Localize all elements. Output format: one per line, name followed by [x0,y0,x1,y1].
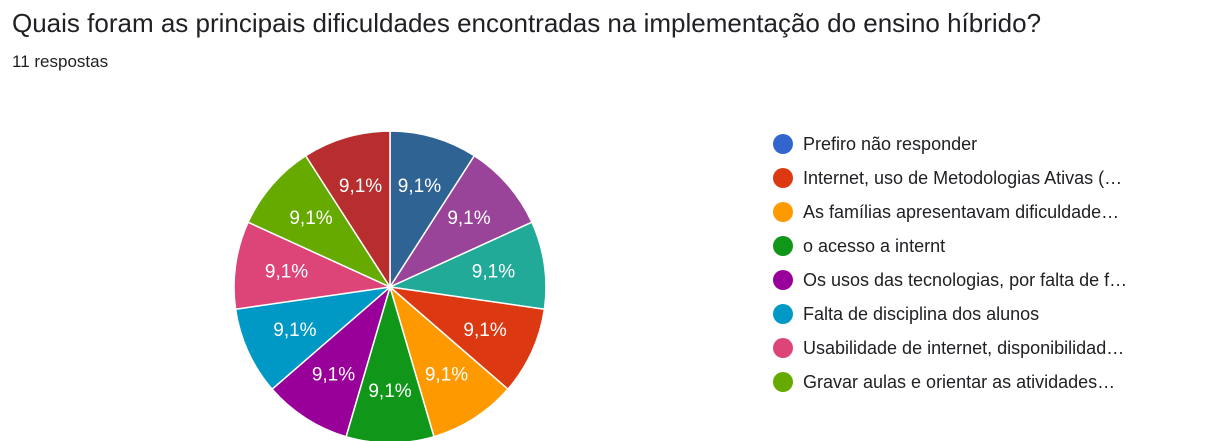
pie-slice-label-1: 9,1% [447,208,490,229]
pie-slice-label-7: 9,1% [273,320,316,341]
pie-slice-label-10: 9,1% [339,176,382,197]
pie-slice-label-0: 9,1% [398,176,441,197]
pie-slice-7[interactable] [234,285,393,391]
legend-swatch-icon [773,372,793,392]
legend-swatch-icon [773,304,793,324]
pie-slice-label-3: 9,1% [463,320,506,341]
legend-label: o acesso a internt [803,235,946,256]
legend-item-1[interactable]: Internet, uso de Metodologias Ativas (… [773,161,1127,195]
pie-slice-label-9: 9,1% [289,208,332,229]
chart-legend: Prefiro não responder Internet, uso de Me… [773,127,1127,399]
pie-slice-9[interactable] [247,154,393,289]
pie-slice-label-8: 9,1% [265,262,308,283]
legend-item-0[interactable]: Prefiro não responder [773,127,1127,161]
pie-slice-4[interactable] [388,284,509,438]
pie-slice-6[interactable] [271,284,392,438]
legend-item-4[interactable]: Os usos das tecnologias, por falta de f… [773,263,1127,297]
legend-swatch-icon [773,270,793,290]
legend-label: Falta de disciplina dos alunos [803,303,1040,324]
pie-slice-3[interactable] [387,285,546,391]
response-count: 11 respostas [12,52,109,71]
legend-label: Os usos das tecnologias, por falta de f… [803,269,1128,290]
pie-slice-label-2: 9,1% [472,262,515,283]
legend-label: Gravar aulas e orientar as atividades… [803,371,1116,392]
pie-slice-2[interactable] [387,221,547,311]
legend-swatch-icon [773,134,793,154]
legend-swatch-icon [773,338,793,358]
pie-slice-5[interactable] [345,284,435,441]
legend-item-2[interactable]: As famílias apresentavam dificuldade… [773,195,1127,229]
legend-item-7[interactable]: Gravar aulas e orientar as atividades… [773,365,1127,399]
pie-slice-1[interactable] [387,154,533,289]
legend-item-5[interactable]: Falta de disciplina dos alunos [773,297,1127,331]
legend-label: Usabilidade de internet, disponibilidad… [803,337,1125,358]
legend-item-6[interactable]: Usabilidade de internet, disponibilidad… [773,331,1127,365]
legend-label: Prefiro não responder [803,133,978,154]
legend-swatch-icon [773,236,793,256]
legend-label: Internet, uso de Metodologias Ativas (… [803,167,1123,188]
legend-swatch-icon [773,168,793,188]
legend-swatch-icon [773,202,793,222]
question-title: Quais foram as principais dificuldades e… [12,8,1042,38]
pie-slice-10[interactable] [304,130,391,290]
pie-slice-8[interactable] [233,221,393,311]
legend-label: As famílias apresentavam dificuldade… [803,201,1120,222]
pie-slice-label-5: 9,1% [368,381,411,402]
legend-item-3[interactable]: o acesso a internt [773,229,1127,263]
pie-slice-0[interactable] [389,130,476,290]
pie-slice-label-4: 9,1% [425,364,468,385]
pie-slice-label-6: 9,1% [312,364,355,385]
